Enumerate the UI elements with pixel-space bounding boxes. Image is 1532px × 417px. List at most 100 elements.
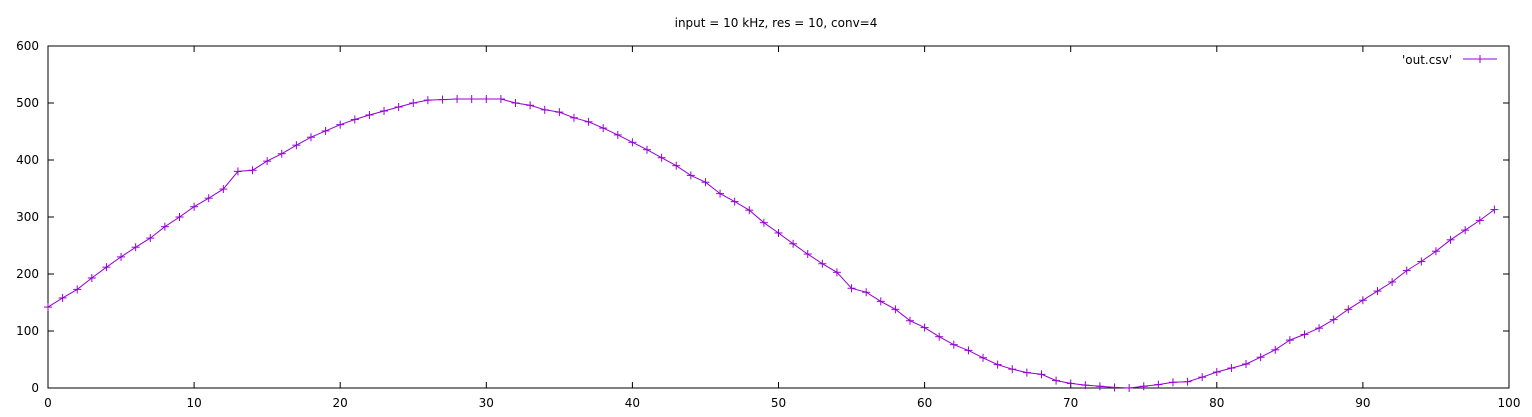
data-point: [1461, 226, 1470, 235]
data-point: [1475, 216, 1484, 225]
data-point: [233, 167, 242, 176]
x-tick-label: 20: [333, 396, 348, 410]
data-point: [263, 157, 272, 166]
data-point: [1490, 205, 1499, 214]
data-point: [87, 273, 96, 282]
data-point: [496, 95, 505, 104]
data-point: [540, 105, 549, 114]
y-tick-label: 400: [16, 153, 39, 167]
x-tick-label: 0: [44, 396, 52, 410]
data-point: [511, 99, 520, 107]
data-point: [1329, 315, 1338, 324]
y-tick-label: 300: [16, 210, 39, 224]
data-point: [1285, 336, 1294, 345]
data-point: [1081, 381, 1090, 390]
data-point: [584, 117, 593, 126]
x-tick-label: 10: [186, 396, 201, 410]
data-point: [774, 228, 783, 237]
data-point: [1431, 247, 1440, 256]
data-point: [190, 202, 199, 211]
data-point: [555, 108, 564, 117]
data-point: [306, 133, 315, 142]
data-point: [526, 101, 535, 110]
data-point: [789, 239, 798, 248]
data-point: [1388, 277, 1397, 286]
data-point: [599, 124, 608, 133]
data-point: [1227, 364, 1236, 373]
data-point: [686, 171, 695, 180]
x-tick-label: 100: [1498, 396, 1521, 410]
data-point: [1022, 368, 1031, 377]
legend: 'out.csv': [1402, 53, 1497, 67]
data-point: [1183, 377, 1192, 386]
data-point: [131, 243, 140, 252]
data-point: [1271, 345, 1280, 354]
y-tick-label: 200: [16, 267, 39, 281]
chart-title: input = 10 kHz, res = 10, conv=4: [675, 16, 878, 30]
data-point: [204, 194, 213, 203]
legend-label: 'out.csv': [1402, 53, 1452, 67]
data-point: [1315, 324, 1324, 333]
data-point: [643, 145, 652, 154]
data-point: [1095, 382, 1104, 391]
data-point: [847, 284, 856, 293]
data-point: [380, 106, 389, 115]
data-point: [175, 213, 184, 221]
data-point: [1417, 257, 1426, 266]
axis-ticks: [47, 45, 1510, 389]
x-tick-label: 30: [479, 396, 494, 410]
data-point: [365, 110, 374, 119]
data-point: [657, 153, 666, 162]
data-point: [672, 161, 681, 170]
data-point: [1446, 235, 1455, 244]
data-point: [1125, 384, 1134, 392]
data-point: [409, 99, 418, 107]
data-point: [964, 346, 973, 355]
data-point: [876, 297, 885, 306]
data-point: [1256, 353, 1265, 362]
data-point: [467, 95, 476, 104]
x-tick-label: 60: [917, 396, 932, 410]
data-point: [73, 285, 82, 294]
data-point: [453, 95, 462, 104]
data-point: [1066, 379, 1075, 388]
data-point: [1373, 287, 1382, 296]
data-point: [350, 115, 359, 124]
data-point: [1300, 330, 1309, 339]
data-point: [628, 138, 637, 147]
legend-marker: [1476, 55, 1484, 63]
data-point: [394, 102, 403, 111]
data-point: [949, 340, 958, 349]
data-point: [438, 95, 447, 104]
series-line: [47, 98, 1495, 389]
data-point: [58, 293, 67, 302]
data-point: [1052, 376, 1061, 385]
data-point: [44, 303, 52, 312]
data-point: [1008, 365, 1017, 374]
data-point: [1154, 380, 1163, 389]
data-point: [1168, 378, 1177, 387]
data-point: [716, 189, 725, 198]
data-point: [219, 185, 228, 194]
data-point: [1110, 383, 1119, 392]
data-point: [862, 288, 871, 297]
x-tick-label: 90: [1355, 396, 1370, 410]
data-point: [803, 250, 812, 259]
x-tick-labels: 0 10 20 30 40 50 60 70 80 90 100: [44, 396, 1520, 410]
data-point: [1139, 382, 1148, 391]
data-point: [1344, 305, 1353, 314]
y-tick-label: 600: [16, 39, 39, 53]
data-point: [146, 234, 155, 243]
data-point: [759, 218, 768, 227]
data-point: [613, 130, 622, 139]
data-point: [993, 360, 1002, 369]
data-point: [1402, 266, 1411, 275]
data-point: [1212, 368, 1221, 377]
data-point: [248, 166, 257, 175]
data-point: [891, 305, 900, 314]
y-tick-label: 0: [31, 381, 39, 395]
data-point: [905, 316, 914, 325]
y-tick-label: 500: [16, 96, 39, 110]
